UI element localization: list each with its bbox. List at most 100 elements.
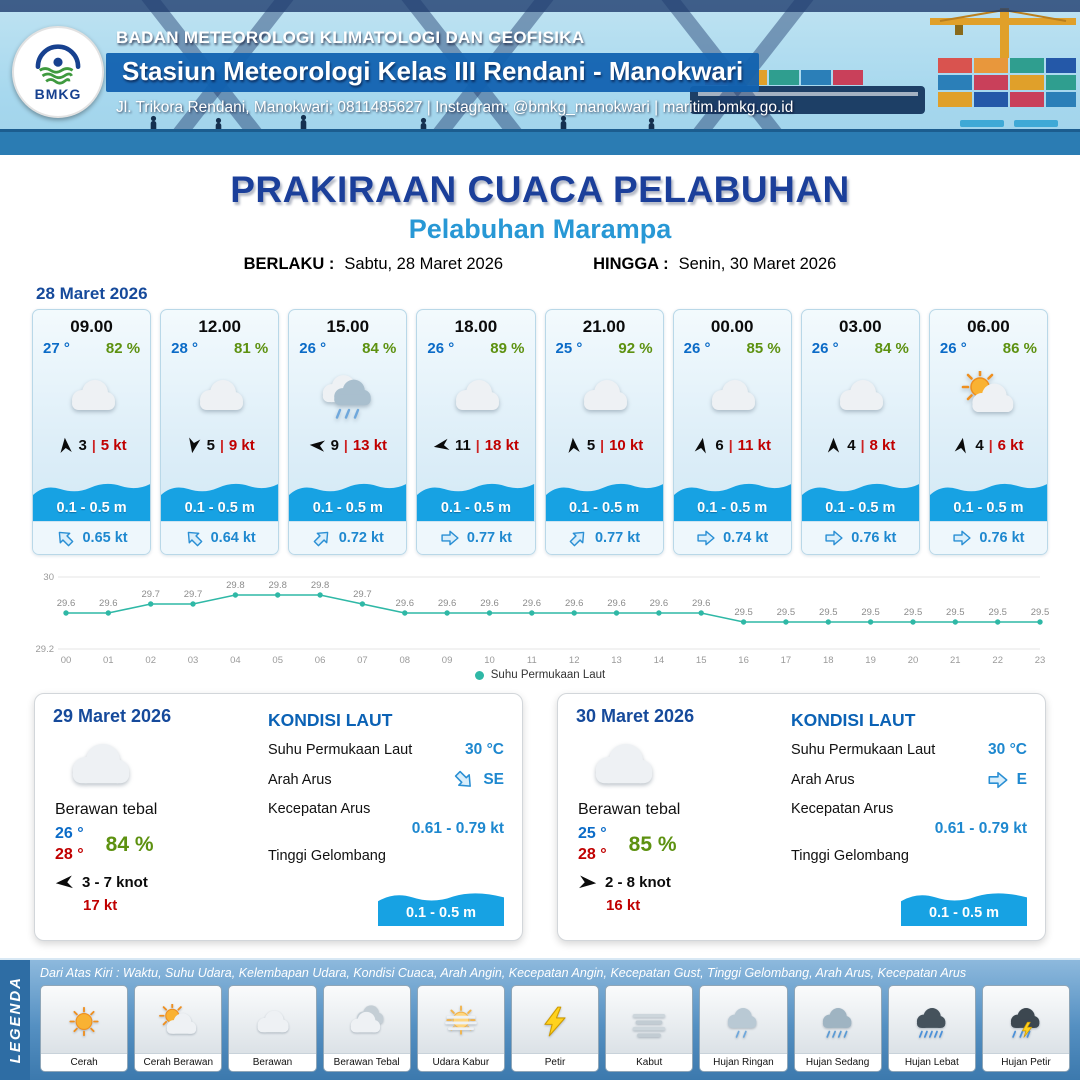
svg-text:29.6: 29.6 bbox=[99, 598, 118, 609]
weather-icon bbox=[417, 357, 534, 433]
legend-item-icon bbox=[700, 986, 786, 1053]
daily-temp-min: 25 ° bbox=[578, 825, 607, 842]
legend-item-icon bbox=[512, 986, 598, 1053]
bmkg-emblem bbox=[35, 43, 81, 85]
current-speed: 0.76 kt bbox=[851, 530, 897, 546]
svg-text:19: 19 bbox=[865, 655, 876, 666]
forecast-temp: 26 ° bbox=[683, 340, 711, 357]
forecast-time: 03.00 bbox=[839, 317, 882, 336]
wind-row: 5 | 9 kt bbox=[161, 433, 278, 457]
forecast-time: 21.00 bbox=[582, 317, 626, 336]
daily-condition: Berawan tebal bbox=[578, 801, 681, 818]
svg-text:29.2: 29.2 bbox=[36, 644, 55, 655]
valid-to-value: Senin, 30 Maret 2026 bbox=[678, 255, 837, 273]
page-title: PRAKIRAAN CUACA PELABUHAN bbox=[230, 169, 850, 210]
forecast-humidity: 82 % bbox=[105, 340, 141, 357]
current-speed: 0.77 kt bbox=[594, 530, 641, 546]
sea-conditions-title: KONDISI LAUT bbox=[267, 710, 393, 730]
current-direction-icon bbox=[312, 528, 332, 548]
daily-forecast-row: 29 Maret 2026 Berawan tebal 26 ° 28 ° 84… bbox=[0, 693, 1080, 941]
current-row: 0.74 kt bbox=[673, 521, 791, 554]
current-direction-icon bbox=[55, 528, 75, 548]
forecast-time: 15.00 bbox=[326, 317, 370, 336]
legend-item: Udara Kabur bbox=[416, 985, 505, 1072]
daily-wave-height: 0.1 - 0.5 m bbox=[928, 905, 1000, 921]
validity-row: BERLAKU : Sabtu, 28 Maret 2026 HINGGA : … bbox=[0, 255, 1080, 274]
legend-items-row: Cerah Cerah Berawan Berawan Berawan Teba… bbox=[30, 983, 1080, 1080]
svg-text:05: 05 bbox=[272, 655, 283, 666]
wave-height-band: 0.1 - 0.5 m bbox=[289, 475, 407, 521]
wind-speed: 13 kt bbox=[352, 436, 388, 454]
current-speed: 0.76 kt bbox=[979, 530, 1025, 546]
forecast-time: 18.00 bbox=[454, 317, 498, 336]
wave-height-badge: 0.1 - 0.5 m bbox=[378, 886, 504, 926]
wind-separator: | bbox=[600, 437, 605, 453]
svg-text:30: 30 bbox=[43, 572, 54, 583]
wind-direction-icon bbox=[693, 437, 710, 454]
current-direction-icon bbox=[184, 528, 204, 548]
wave-graphic bbox=[378, 893, 504, 926]
wave-height: 0.1 - 0.5 m bbox=[825, 500, 896, 516]
current-row: 0.76 kt bbox=[801, 521, 919, 554]
wind-direction-icon bbox=[57, 437, 74, 454]
wind-direction-icon bbox=[433, 437, 450, 454]
current-row: 0.72 kt bbox=[289, 521, 407, 554]
wave-height-band: 0.1 - 0.5 m bbox=[929, 475, 1047, 521]
wind-speed: 10 kt bbox=[609, 436, 644, 454]
legend-item: Berawan Tebal bbox=[322, 985, 411, 1072]
legend-item-label: Udara Kabur bbox=[417, 1053, 504, 1071]
daily-date: 30 Maret 2026 bbox=[576, 706, 695, 726]
svg-text:29.7: 29.7 bbox=[353, 589, 372, 600]
svg-text:29.5: 29.5 bbox=[1031, 607, 1050, 618]
legend-section: LEGENDA Dari Atas Kiri : Waktu, Suhu Uda… bbox=[0, 958, 1080, 1080]
svg-text:29.6: 29.6 bbox=[480, 598, 499, 609]
wind-separator: | bbox=[728, 437, 733, 453]
station-name: Stasiun Meteorologi Kelas III Rendani - … bbox=[106, 53, 760, 92]
current-speed: 0.65 kt bbox=[82, 530, 128, 546]
svg-text:29.6: 29.6 bbox=[438, 598, 457, 609]
legend-item-label: Hujan Petir bbox=[982, 1053, 1070, 1071]
legend-item-icon bbox=[41, 986, 127, 1053]
legend-item: Berawan bbox=[228, 985, 317, 1072]
svg-text:29.5: 29.5 bbox=[777, 607, 796, 618]
wave-height: 0.1 - 0.5 m bbox=[697, 500, 768, 516]
sst-value: 30 °C bbox=[465, 741, 504, 758]
current-direction-icon bbox=[440, 528, 460, 548]
daily-weather-icon bbox=[576, 727, 779, 799]
forecast-card: 15.00 26 ° 84 % 9 | 13 kt 0.1 - 0.5 m 0.… bbox=[288, 309, 408, 555]
current-direction-icon bbox=[824, 528, 844, 548]
daily-humidity: 84 % bbox=[105, 832, 154, 856]
wave-height: 0.1 - 0.5 m bbox=[184, 500, 255, 516]
wind-value: 3 bbox=[78, 436, 87, 454]
daily-current-direction-icon bbox=[453, 769, 475, 791]
legend-item-label: Berawan bbox=[229, 1053, 316, 1071]
forecast-humidity: 85 % bbox=[746, 340, 781, 357]
legend-item-icon bbox=[983, 986, 1069, 1053]
wind-separator: | bbox=[219, 437, 224, 453]
svg-text:12: 12 bbox=[569, 655, 580, 666]
forecast-time: 06.00 bbox=[967, 317, 1010, 336]
wind-row: 4 | 8 kt bbox=[802, 433, 919, 457]
bmkg-logo-label: BMKG bbox=[34, 85, 82, 102]
wind-separator: | bbox=[475, 437, 480, 453]
current-direction-label: Arah Arus bbox=[790, 772, 855, 788]
legend-title-strip: LEGENDA bbox=[0, 960, 30, 1080]
forecast-card: 21.00 25 ° 92 % 5 | 10 kt 0.1 - 0.5 m 0.… bbox=[544, 309, 664, 555]
daily-date: 29 Maret 2026 bbox=[53, 706, 172, 726]
forecast-card: 00.00 26 ° 85 % 6 | 11 kt 0.1 - 0.5 m 0.… bbox=[672, 309, 792, 555]
forecast-humidity: 81 % bbox=[234, 340, 269, 357]
wave-graphic bbox=[929, 483, 1047, 521]
legend-item-icon bbox=[418, 986, 504, 1053]
wind-value: 5 bbox=[586, 436, 596, 454]
svg-text:29.6: 29.6 bbox=[396, 598, 415, 609]
daily-temp-max: 28 ° bbox=[55, 846, 84, 863]
current-speed: 0.72 kt bbox=[338, 530, 384, 546]
svg-text:10: 10 bbox=[484, 655, 495, 666]
svg-text:09: 09 bbox=[442, 655, 453, 666]
legend-item: Hujan Petir bbox=[981, 985, 1071, 1072]
svg-text:29.7: 29.7 bbox=[184, 589, 203, 600]
current-row: 0.77 kt bbox=[417, 521, 535, 554]
daily-temp-min: 26 ° bbox=[55, 825, 84, 842]
svg-text:23: 23 bbox=[1035, 655, 1046, 666]
sst-label: Suhu Permukaan Laut bbox=[267, 742, 413, 758]
